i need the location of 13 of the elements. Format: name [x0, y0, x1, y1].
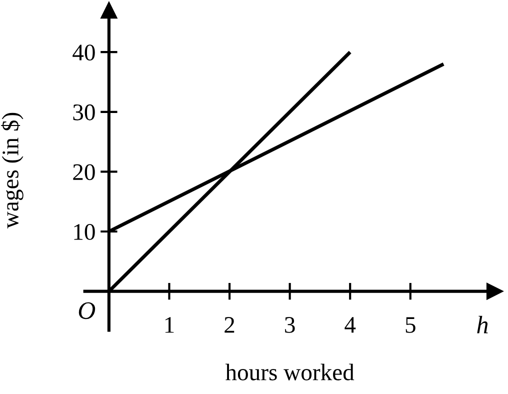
y-tick-label: 20	[73, 164, 95, 180]
y-tick-label: 30	[73, 104, 95, 120]
annotation: h	[477, 316, 488, 334]
x-axis-title: hours worked	[225, 364, 354, 380]
x-tick-label: 1	[165, 317, 174, 333]
x-tick-label: 2	[224, 317, 234, 333]
y-axis-title: wages (in $)	[1, 112, 24, 229]
x-tick-label: 5	[406, 317, 416, 333]
y-tick-label: 10	[74, 224, 95, 240]
x-tick-label: 3	[285, 317, 295, 333]
x-tick-label: 4	[344, 317, 356, 333]
y-tick-label: 40	[72, 44, 95, 61]
annotation: O	[78, 302, 96, 320]
